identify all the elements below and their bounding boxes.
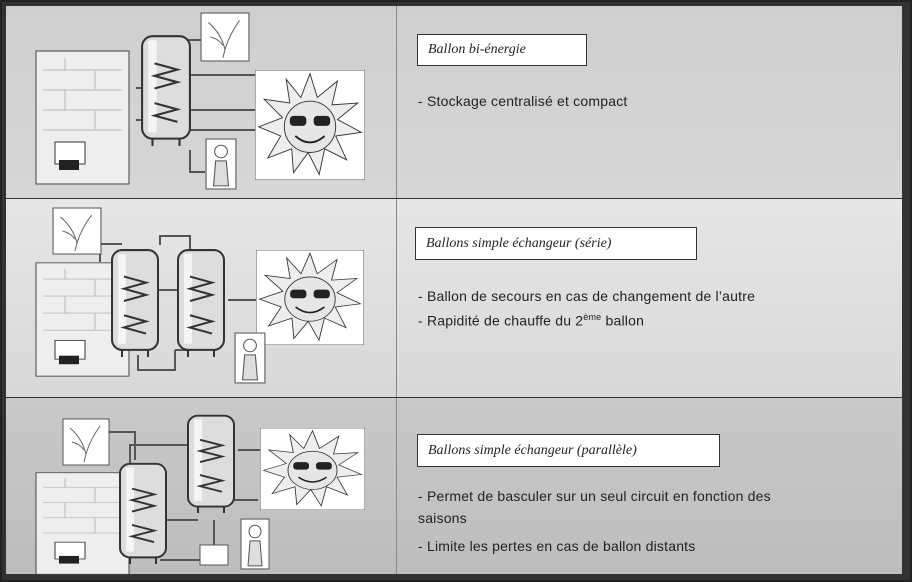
tank-icon bbox=[141, 35, 191, 147]
illustration-cell bbox=[6, 398, 397, 574]
row: Ballons simple échangeur (série) - Ballo… bbox=[6, 199, 902, 397]
bullet: saisons bbox=[418, 510, 467, 526]
superscript: ème bbox=[583, 312, 602, 322]
bullet: - Permet de basculer sur un seul circuit… bbox=[418, 488, 771, 504]
plant-icon bbox=[200, 12, 250, 62]
illustrations bbox=[35, 12, 365, 575]
bullet: - Stockage centralisé et compact bbox=[418, 93, 628, 109]
tank-icon bbox=[119, 462, 167, 565]
bullet-text: - Rapidité de chauffe du 2 bbox=[418, 312, 584, 329]
plant-icon bbox=[62, 418, 110, 466]
bullet-text: ballon bbox=[605, 312, 645, 329]
bullet: - Ballon de secours en cas de changement… bbox=[418, 288, 756, 304]
bullet: - Limite les pertes en cas de ballon dis… bbox=[418, 538, 696, 554]
tap-icon bbox=[199, 544, 229, 566]
illustration-cell bbox=[6, 6, 397, 198]
bullet: - Rapidité de chauffe du 2ème ballon bbox=[418, 312, 644, 329]
tank-icon bbox=[187, 414, 235, 514]
tank-icon bbox=[110, 249, 160, 358]
plant-icon bbox=[52, 207, 102, 255]
figure-icon bbox=[234, 332, 266, 384]
figure-icon bbox=[240, 518, 270, 570]
illustration-cell bbox=[6, 199, 397, 397]
row-title: Ballons simple échangeur (série) bbox=[415, 227, 697, 260]
sun-icon bbox=[260, 428, 365, 510]
figure-icon bbox=[205, 138, 237, 190]
boiler-icon bbox=[35, 472, 130, 575]
sun-icon bbox=[256, 250, 364, 345]
sun-icon bbox=[255, 70, 365, 180]
row-title: Ballon bi-énergie bbox=[417, 34, 587, 66]
row-title: Ballons simple échangeur (parallèle) bbox=[417, 434, 720, 467]
tank-icon bbox=[176, 249, 226, 358]
boiler-icon bbox=[35, 50, 130, 185]
